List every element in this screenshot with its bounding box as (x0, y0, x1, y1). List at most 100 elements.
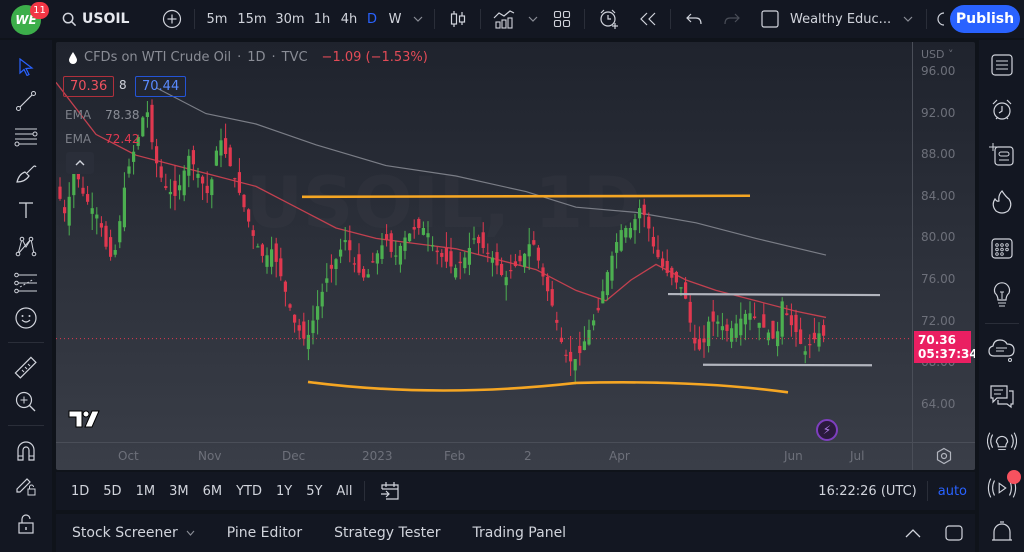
cursor-tool[interactable] (12, 53, 40, 81)
text-tool[interactable] (12, 196, 40, 224)
interval-d[interactable]: D (366, 11, 377, 27)
interval-dropdown[interactable] (410, 0, 426, 38)
legend-timeframe: 1D (247, 50, 266, 65)
interval-w[interactable]: W (388, 11, 402, 27)
ema-legend-fast[interactable]: EMA 72.42 (65, 132, 140, 146)
prediction-tool[interactable] (12, 269, 40, 297)
range-3m[interactable]: 3M (169, 483, 189, 499)
bell-icon (992, 521, 1012, 541)
hotlists-button[interactable] (987, 187, 1017, 217)
divider (985, 323, 1019, 324)
interval-1h[interactable]: 1h (313, 11, 331, 27)
ema-value: 78.38 (105, 108, 140, 122)
go-to-date-button[interactable] (373, 481, 407, 501)
tradingview-logo[interactable] (68, 410, 100, 428)
expand-panel-button[interactable] (893, 528, 933, 538)
range-1m[interactable]: 1M (135, 483, 156, 499)
measure-tool[interactable] (12, 354, 40, 382)
tab-label: Stock Screener (72, 525, 178, 541)
range-5y[interactable]: 5Y (306, 483, 323, 499)
ema-legend-slow[interactable]: EMA 78.38 (65, 108, 140, 122)
pattern-tool[interactable] (12, 232, 40, 260)
tab-trading-panel[interactable]: Trading Panel (456, 525, 582, 541)
zoom-in-tool[interactable] (12, 388, 40, 416)
create-alert-button[interactable] (596, 0, 622, 38)
alerts-button[interactable] (987, 95, 1017, 125)
chart-pane[interactable]: USOIL, 1D CFDs on WTI Crude Oil · 1D · T… (56, 42, 975, 470)
live-streams-button[interactable] (987, 470, 1021, 503)
chats-button[interactable] (987, 335, 1017, 365)
interval-30m[interactable]: 30m (275, 11, 305, 27)
messages-button[interactable] (987, 382, 1017, 412)
lock-all-tool[interactable] (12, 510, 40, 538)
range-1y[interactable]: 1Y (275, 483, 293, 499)
publish-button[interactable]: Publish (950, 5, 1020, 33)
collapse-legend-button[interactable] (66, 152, 94, 174)
notification-badge: 11 (30, 2, 49, 19)
layout-dropdown[interactable] (900, 0, 916, 38)
chevron-up-icon (75, 160, 85, 166)
gear-icon (936, 447, 952, 465)
lock-drawings-tool[interactable] (12, 472, 40, 500)
play-broadcast-icon (987, 478, 1017, 498)
price-axis[interactable]: USD ˅ 96.00 92.00 88.00 84.00 80.00 76.00 72.0… (912, 42, 975, 442)
range-ytd[interactable]: YTD (236, 483, 262, 499)
sell-price-button[interactable]: 70.36 (63, 76, 115, 97)
auto-scale-toggle[interactable]: auto (937, 483, 967, 499)
redo-button[interactable] (720, 0, 744, 38)
tab-strategy-tester[interactable]: Strategy Tester (318, 525, 456, 541)
layout-checkbox[interactable] (758, 0, 782, 38)
search-icon (62, 12, 77, 26)
calendar-button[interactable] (987, 233, 1017, 263)
ideas-button[interactable] (987, 280, 1017, 310)
undo-button[interactable] (682, 0, 706, 38)
chart-settings-button[interactable] (912, 442, 975, 470)
spread-value: 8 (119, 78, 127, 92)
compare-symbol-button[interactable] (160, 0, 184, 38)
price-tick: 84.00 (921, 188, 956, 203)
range-all[interactable]: All (336, 483, 353, 499)
interval-4h[interactable]: 4h (340, 11, 358, 27)
maximize-panel-button[interactable] (933, 525, 975, 541)
theme-toggle[interactable] (934, 0, 948, 38)
lightning-button[interactable]: ⚡ (816, 419, 838, 441)
time-tick: Feb (444, 449, 466, 463)
utc-clock[interactable]: 16:22:26 (UTC) (818, 483, 917, 499)
chat-bubbles-icon (990, 385, 1014, 409)
oil-drop-icon (69, 52, 77, 64)
range-5d[interactable]: 5D (103, 483, 122, 499)
notifications-button[interactable] (987, 518, 1017, 548)
streams-button[interactable] (987, 428, 1017, 458)
time-axis[interactable]: Oct Nov Dec 2023 Feb 2 Apr Jun Jul (56, 442, 975, 470)
chart-type-button[interactable] (446, 0, 470, 38)
watchlist-button[interactable] (987, 50, 1017, 80)
fib-tool[interactable] (12, 123, 40, 151)
currency-selector[interactable]: USD ˅ (921, 48, 954, 61)
interval-5m[interactable]: 5m (206, 11, 228, 27)
price-chart[interactable] (56, 42, 912, 442)
plus-circle-icon (162, 9, 182, 29)
tab-pine-editor[interactable]: Pine Editor (211, 525, 318, 541)
calendar-arrow-icon (380, 482, 399, 500)
buy-price-button[interactable]: 70.44 (135, 76, 187, 97)
moon-icon (937, 12, 945, 26)
range-1d[interactable]: 1D (71, 483, 90, 499)
flame-icon (992, 190, 1012, 214)
instrument-name[interactable]: CFDs on WTI Crude Oil (84, 50, 232, 65)
indicators-button[interactable] (492, 0, 516, 38)
interval-15m[interactable]: 15m (237, 11, 267, 27)
object-tree-button[interactable] (987, 140, 1017, 170)
indicators-dropdown[interactable] (526, 0, 540, 38)
layout-name[interactable]: Wealthy Educ... (790, 11, 892, 27)
replay-button[interactable] (636, 0, 660, 38)
magnet-tool[interactable] (12, 437, 40, 465)
time-tick: 2 (524, 449, 532, 463)
brush-tool[interactable] (12, 160, 40, 188)
symbol-search[interactable]: USOIL (62, 0, 129, 38)
icon-tool[interactable] (12, 304, 40, 332)
range-6m[interactable]: 6M (202, 483, 223, 499)
cursor-arrow-icon (19, 58, 34, 76)
tab-stock-screener[interactable]: Stock Screener (56, 525, 211, 541)
trend-line-tool[interactable] (12, 87, 40, 115)
layout-templates-button[interactable] (550, 0, 574, 38)
